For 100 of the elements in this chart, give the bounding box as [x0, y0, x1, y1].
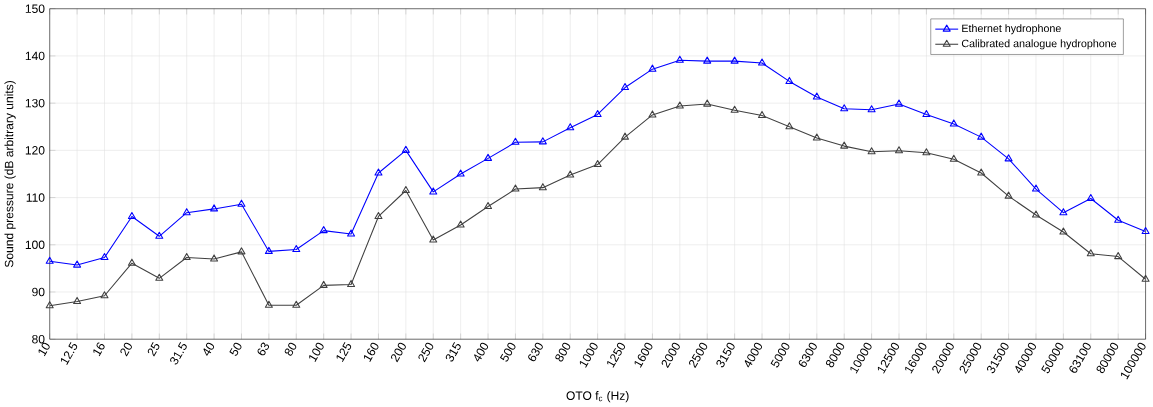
- point: [758, 58, 767, 66]
- point: [429, 235, 438, 243]
- point: [401, 186, 410, 194]
- y-tick-label: 110: [26, 193, 45, 202]
- legend-label: Calibrated analogue hydrophone: [961, 39, 1117, 50]
- point: [894, 146, 904, 154]
- legend-label: Ethernet hydrophone: [962, 24, 1061, 35]
- y-tick-label: 90: [32, 287, 45, 297]
- point: [1004, 154, 1013, 162]
- point: [374, 168, 383, 176]
- y-tick-label: 100: [25, 240, 45, 250]
- point: [675, 55, 684, 63]
- y-tick-label: 150: [25, 4, 45, 14]
- x-tick-label: 400: [474, 342, 489, 362]
- point: [894, 99, 904, 107]
- y-tick-label: 80: [32, 335, 45, 344]
- point: [538, 137, 547, 145]
- x-tick-label: 500: [499, 342, 516, 362]
- point: [127, 212, 136, 220]
- point: [812, 92, 821, 100]
- point: [621, 83, 630, 91]
- x-tick-label: 40: [203, 342, 215, 356]
- point: [155, 273, 164, 281]
- point: [127, 258, 136, 266]
- point: [922, 148, 931, 156]
- point: [319, 226, 328, 234]
- point: [1141, 274, 1150, 282]
- point: [648, 110, 657, 118]
- point: [511, 137, 520, 145]
- x-tick-label: 16: [93, 342, 105, 357]
- point: [593, 110, 602, 118]
- point: [401, 145, 410, 154]
- y-axis-title: Sound pressure (dB arbitrary units): [4, 81, 16, 268]
- x-tick-label: 315: [445, 342, 461, 362]
- y-tick-label: 140: [25, 51, 45, 61]
- point: [73, 297, 82, 305]
- point: [621, 132, 630, 140]
- point: [977, 168, 986, 176]
- point: [566, 123, 575, 131]
- point: [429, 187, 438, 195]
- point: [648, 64, 657, 72]
- point: [210, 254, 219, 262]
- point: [45, 301, 54, 309]
- point: [949, 154, 958, 162]
- point: [237, 247, 246, 255]
- point: [210, 204, 219, 212]
- x-tick-label: 63: [257, 342, 270, 356]
- point: [292, 300, 301, 308]
- point: [374, 212, 383, 220]
- point: [977, 132, 986, 140]
- point: [45, 256, 54, 264]
- point: [73, 260, 82, 268]
- point: [484, 202, 493, 210]
- point: [292, 245, 301, 253]
- point: [1004, 191, 1013, 199]
- point: [155, 231, 164, 239]
- point: [182, 253, 191, 261]
- point: [1086, 249, 1095, 257]
- x-tick-label: 10: [38, 342, 50, 357]
- point: [949, 119, 958, 127]
- point: [511, 184, 520, 192]
- point: [100, 291, 109, 299]
- point: [456, 220, 465, 228]
- x-tick-label: 800: [555, 342, 571, 362]
- x-tick-label: 125: [336, 342, 352, 363]
- point: [264, 246, 273, 255]
- point: [1114, 215, 1123, 223]
- x-tick-label: 630: [528, 342, 543, 362]
- point: [484, 153, 493, 162]
- point: [840, 141, 849, 149]
- x-tick-label: 200: [390, 342, 406, 363]
- x-tick-label: 160: [364, 342, 379, 363]
- point: [100, 253, 109, 261]
- x-tick-label: 100: [309, 342, 324, 363]
- x-tick-label: 80: [284, 342, 297, 356]
- point: [840, 104, 849, 112]
- point: [785, 122, 794, 130]
- point: [1059, 227, 1068, 235]
- point: [758, 110, 767, 119]
- point: [593, 160, 602, 168]
- point: [264, 300, 273, 308]
- point: [237, 199, 246, 207]
- point: [730, 105, 739, 113]
- point: [812, 133, 821, 141]
- point: [347, 280, 356, 288]
- point: [347, 229, 356, 237]
- point: [867, 105, 876, 113]
- point: [182, 208, 191, 216]
- point: [1141, 227, 1150, 235]
- point: [730, 56, 739, 64]
- point: [785, 77, 794, 85]
- point: [319, 280, 328, 289]
- point: [867, 147, 876, 155]
- y-tick-label: 120: [25, 146, 45, 155]
- point: [675, 101, 684, 109]
- point: [1086, 194, 1095, 202]
- point: [566, 170, 575, 178]
- point: [922, 110, 931, 118]
- x-tick-label: 25: [147, 342, 160, 357]
- point: [1114, 252, 1123, 260]
